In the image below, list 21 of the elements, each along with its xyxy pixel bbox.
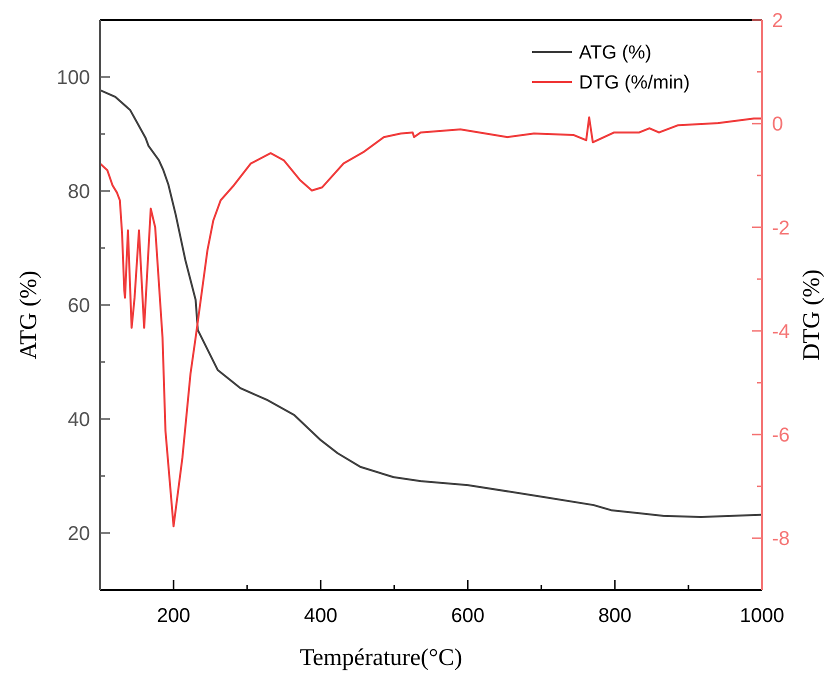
y2-tick-label: 2 (772, 10, 784, 32)
x-axis-title: Température(°C) (300, 645, 462, 671)
y-tick-label: 60 (68, 295, 90, 317)
x-tick-label: 800 (598, 605, 632, 627)
y2-tick-label: 0 (772, 114, 784, 136)
y2-tick-label: -4 (772, 320, 790, 343)
y-axis-title: ATG (%) (16, 270, 42, 360)
y-tick-label: 100 (56, 67, 90, 89)
x-tick-label: 1000 (740, 605, 784, 627)
legend-label: ATG (%) (579, 42, 652, 64)
y2-tick-label: -2 (772, 217, 790, 240)
y2-tick-label: -8 (772, 528, 790, 550)
y2-tick-label: -6 (772, 424, 790, 447)
y-tick-label: 20 (68, 523, 90, 545)
x-tick-label: 600 (451, 605, 484, 627)
y-tick-label: 80 (68, 181, 90, 203)
x-tick-label: 200 (156, 605, 190, 627)
y2-axis-title: DTG (%) (799, 269, 825, 361)
y-tick-label: 40 (68, 409, 90, 431)
x-tick-label: 400 (304, 605, 338, 627)
legend-label: DTG (%/min) (579, 72, 690, 94)
